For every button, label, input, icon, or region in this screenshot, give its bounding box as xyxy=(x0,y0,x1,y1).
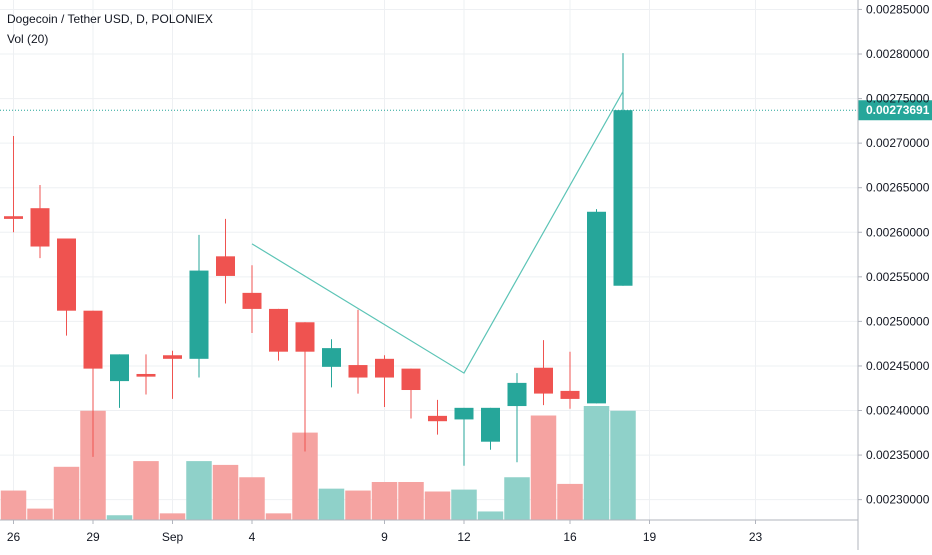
candle-body xyxy=(163,355,182,359)
volume-bar xyxy=(318,488,345,520)
x-tick-label: Sep xyxy=(162,530,184,544)
volume-bar xyxy=(159,513,186,520)
y-tick-label: 0.00265000 xyxy=(866,181,930,195)
volume-bar xyxy=(530,415,557,520)
candle-body xyxy=(189,270,209,359)
candle-body xyxy=(57,238,76,311)
x-tick-label: 29 xyxy=(86,530,100,544)
candle-body xyxy=(507,382,527,407)
grid xyxy=(0,0,858,520)
candle-body xyxy=(587,211,606,404)
chart-title[interactable]: Dogecoin / Tether USD, D, POLONIEX xyxy=(7,12,213,26)
candle-body xyxy=(4,216,23,219)
time-axis[interactable]: 26 29 Sep 4 9 12 16 19 23 xyxy=(0,519,858,544)
candle-body xyxy=(428,415,447,422)
volume-bar xyxy=(239,477,265,520)
candle-body xyxy=(269,308,288,352)
x-tick-label: 16 xyxy=(563,530,577,544)
candles xyxy=(4,53,633,466)
volume-bar xyxy=(0,490,27,520)
x-tick-label: 4 xyxy=(249,530,256,544)
candle-body xyxy=(83,310,103,369)
candle-body xyxy=(560,390,580,399)
volume-bar xyxy=(424,491,451,520)
price-axis[interactable]: 0.00285000 0.00280000 0.00275000 0.00270000… xyxy=(857,0,930,550)
y-tick-label: 0.00245000 xyxy=(866,359,930,373)
volume-bar xyxy=(27,508,53,520)
volume-bar xyxy=(398,482,424,520)
candle-body xyxy=(348,365,368,378)
y-tick-label: 0.00260000 xyxy=(866,225,930,239)
volume-bar xyxy=(371,482,398,520)
volume-indicator-label[interactable]: Vol (20) xyxy=(7,32,49,46)
candle-body xyxy=(110,354,129,382)
last-price-tag xyxy=(858,100,932,121)
y-tick-label: 0.00255000 xyxy=(866,270,930,284)
x-tick-label: 19 xyxy=(643,530,657,544)
y-tick-label: 0.00285000 xyxy=(866,2,930,16)
trend-line xyxy=(251,91,624,374)
y-tick-label: 0.00235000 xyxy=(866,448,930,462)
volume-bar xyxy=(212,464,239,520)
x-tick-label: 12 xyxy=(457,530,471,544)
y-tick-label: 0.00240000 xyxy=(866,404,930,418)
y-tick-label: 0.00275000 xyxy=(866,92,930,106)
volume-bar xyxy=(345,490,371,520)
volume-bar xyxy=(186,461,212,520)
candle-body xyxy=(216,256,235,276)
volume-bar xyxy=(53,466,80,520)
y-tick-label: 0.00230000 xyxy=(866,493,930,507)
x-tick-label: 23 xyxy=(749,530,763,544)
candle-body xyxy=(401,368,421,391)
y-tick-label: 0.00250000 xyxy=(866,314,930,328)
volume-bar xyxy=(133,461,159,520)
candle-body xyxy=(481,407,500,442)
candle-body xyxy=(454,407,474,420)
x-tick-label: 26 xyxy=(7,530,21,544)
last-price-line: 0.00273691 xyxy=(0,100,932,121)
candle-body xyxy=(295,322,315,352)
candle-body xyxy=(30,208,50,247)
volume-bar xyxy=(106,515,133,520)
last-price-label: 0.00273691 xyxy=(866,103,930,117)
chart-legend: Dogecoin / Tether USD, D, POLONIEX Vol (… xyxy=(7,9,213,49)
candle-body xyxy=(136,373,156,377)
volume-bar xyxy=(583,406,610,520)
volume-bars xyxy=(0,406,636,520)
candle-body xyxy=(322,348,341,367)
trend-polyline xyxy=(251,91,624,374)
candle-body xyxy=(242,292,262,309)
x-tick-label: 9 xyxy=(381,530,388,544)
volume-bar xyxy=(477,511,504,520)
volume-bar xyxy=(610,410,636,520)
volume-bar xyxy=(504,477,530,520)
y-tick-label: 0.00270000 xyxy=(866,136,930,150)
volume-bar xyxy=(265,513,292,520)
volume-bar xyxy=(451,489,477,520)
y-tick-label: 0.00280000 xyxy=(866,47,930,61)
volume-bar xyxy=(557,483,583,520)
candle-body xyxy=(534,367,553,394)
candle-body xyxy=(375,358,394,378)
candle-body xyxy=(613,110,633,286)
